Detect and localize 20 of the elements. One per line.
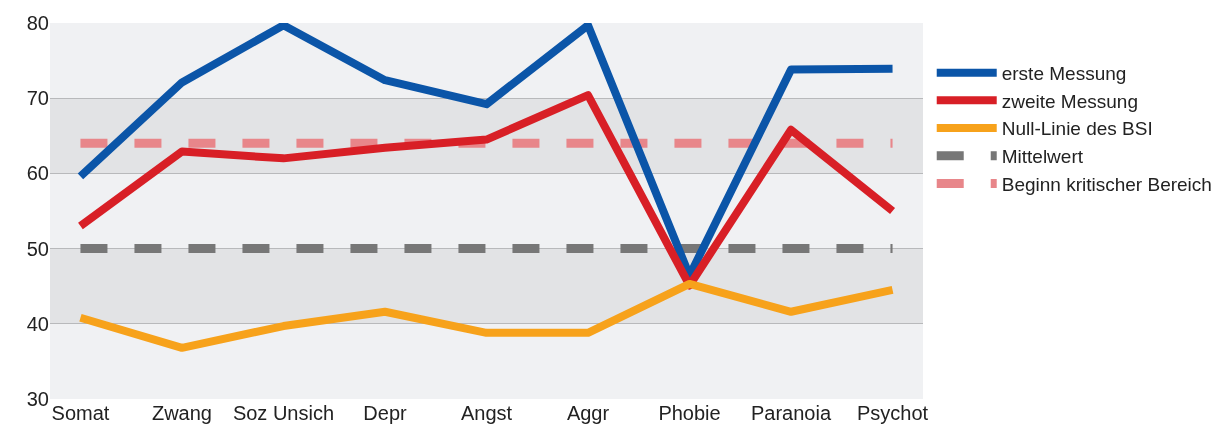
x-tick-label: Phobie — [658, 402, 721, 424]
x-tick-label: Psychot — [856, 402, 929, 424]
legend-label: Null-Linie des BSI — [1001, 118, 1153, 140]
x-tick-label: Aggr — [566, 402, 610, 424]
x-tick-label: Zwang — [151, 402, 212, 424]
x-tick-label: Soz Unsich — [232, 402, 335, 424]
x-tick-label: Paranoia — [751, 402, 832, 424]
y-tick-label: 80 — [26, 12, 49, 34]
y-tick-label: 40 — [26, 312, 49, 335]
y-tick-label: 50 — [26, 237, 49, 260]
x-tick-label: Angst — [460, 402, 513, 424]
legend-label: zweite Messung — [1001, 90, 1138, 112]
y-tick-label: 70 — [26, 87, 49, 110]
legend-label: Mittelwert — [1001, 146, 1084, 168]
legend-label: erste Messung — [1001, 63, 1127, 85]
y-tick-label: 30 — [26, 388, 49, 410]
legend-label: Beginn kritischer Bereich — [1001, 173, 1212, 195]
x-tick-label: Depr — [363, 402, 407, 424]
y-tick-label: 60 — [26, 162, 49, 185]
x-tick-label: Somat — [51, 402, 110, 424]
